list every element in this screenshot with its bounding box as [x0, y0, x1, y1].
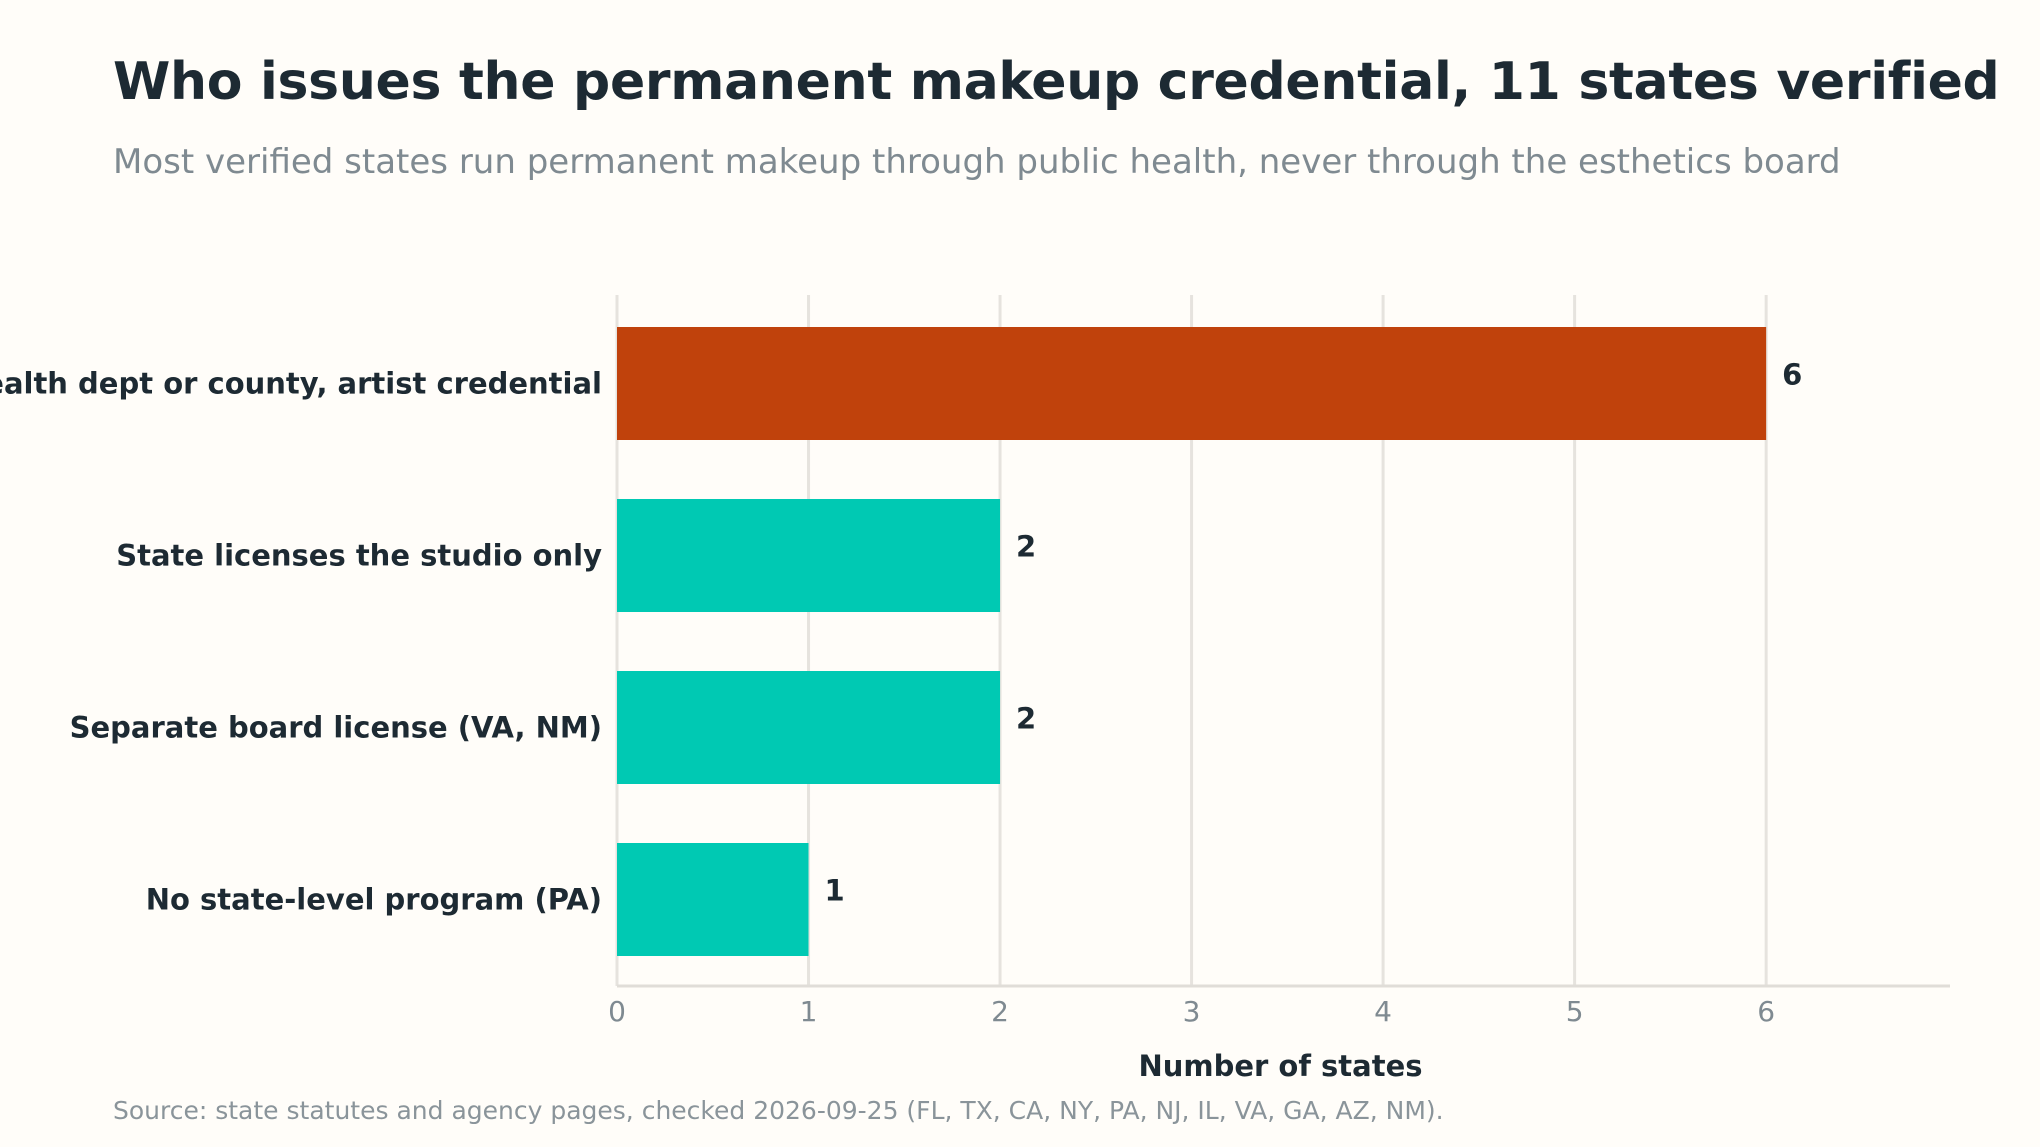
bar — [617, 499, 1001, 612]
category-label: Separate board license (VA, NM) — [70, 711, 602, 745]
category-label: Health dept or county, artist credential — [0, 367, 602, 401]
x-tick-label: 1 — [800, 995, 818, 1028]
chart-subtitle: Most verified states run permanent makeu… — [113, 142, 1841, 182]
x-tick-label: 4 — [1374, 995, 1392, 1028]
bar — [617, 327, 1767, 440]
bar — [617, 843, 809, 956]
value-label: 2 — [1016, 702, 1036, 736]
x-axis-title: Number of states — [1138, 1049, 1422, 1083]
x-tick-label: 0 — [608, 995, 626, 1028]
source-note: Source: state statutes and agency pages,… — [113, 1096, 1444, 1125]
bar — [617, 671, 1001, 784]
value-label: 1 — [825, 874, 845, 908]
bars — [617, 327, 1767, 956]
category-label: State licenses the studio only — [116, 539, 602, 573]
value-label: 2 — [1016, 530, 1036, 564]
labels: Health dept or county, artist credential… — [0, 358, 1802, 917]
x-tick-label: 6 — [1757, 995, 1775, 1028]
x-axis: 0 1 2 3 4 5 6 — [608, 984, 1950, 1028]
x-tick-label: 2 — [991, 995, 1009, 1028]
category-label: No state-level program (PA) — [146, 883, 602, 917]
value-label: 6 — [1782, 358, 1802, 392]
x-tick-label: 3 — [1183, 995, 1201, 1028]
chart-title: Who issues the permanent makeup credenti… — [113, 52, 2000, 112]
x-tick-label: 5 — [1566, 995, 1584, 1028]
